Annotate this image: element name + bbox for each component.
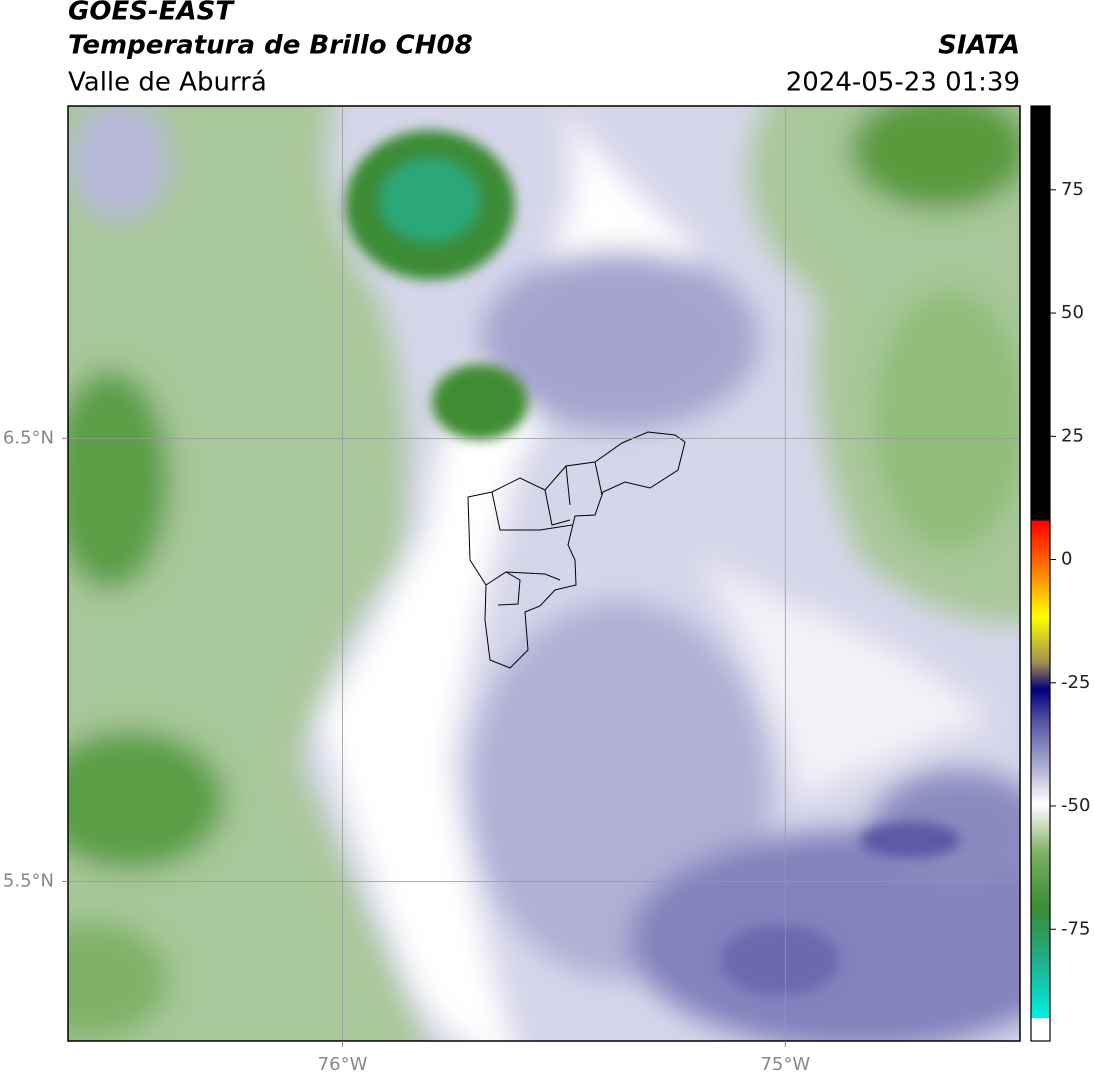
product-title: Temperatura de Brillo CH08 <box>68 31 473 61</box>
colorbar-tick-label: -25 <box>1061 672 1090 693</box>
colorbar-tick-label: 75 <box>1061 179 1084 200</box>
lat-tick-label: 5.5°N <box>3 870 54 891</box>
watershed-outline <box>467 431 686 669</box>
grid <box>68 106 1020 1041</box>
source-title: SIATA <box>938 31 1020 61</box>
colorbar <box>1031 106 1050 1018</box>
colorbar-tick-label: 50 <box>1061 302 1084 323</box>
lon-tick-label: 76°W <box>318 1054 368 1075</box>
map-field <box>68 106 1020 1041</box>
map-frame <box>67 105 1021 1042</box>
datetime-title: 2024-05-23 01:39 <box>786 68 1020 98</box>
colorbar-tick-label: 25 <box>1061 425 1084 446</box>
colorbar-tick-label: 0 <box>1061 549 1072 570</box>
satellite-title: GOES-EAST <box>68 0 235 27</box>
colorbar-tick-label: -75 <box>1061 918 1090 939</box>
colorbar-extension <box>1031 1018 1050 1041</box>
lon-tick-label: 75°W <box>760 1054 810 1075</box>
colorbar-tick-label: -50 <box>1061 795 1090 816</box>
region-title: Valle de Aburrá <box>68 68 267 98</box>
lat-tick-label: 6.5°N <box>3 427 54 448</box>
colorbar-frame <box>1030 105 1051 1042</box>
